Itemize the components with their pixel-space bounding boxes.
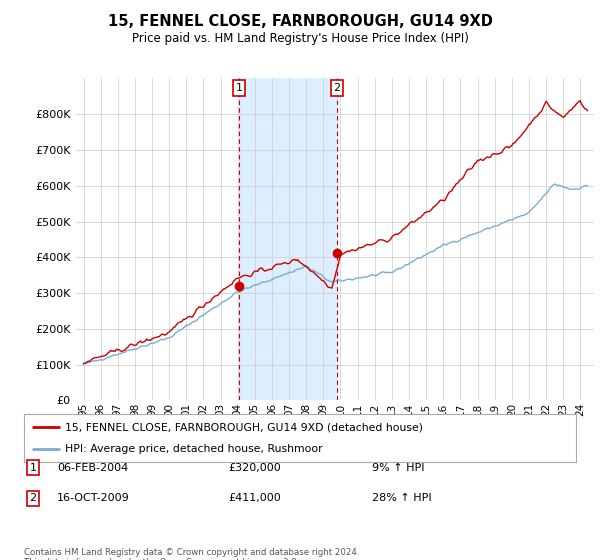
Text: HPI: Average price, detached house, Rushmoor: HPI: Average price, detached house, Rush… xyxy=(65,444,323,454)
Text: 1: 1 xyxy=(29,463,37,473)
Text: Price paid vs. HM Land Registry's House Price Index (HPI): Price paid vs. HM Land Registry's House … xyxy=(131,32,469,45)
Text: Contains HM Land Registry data © Crown copyright and database right 2024.
This d: Contains HM Land Registry data © Crown c… xyxy=(24,548,359,560)
Text: £411,000: £411,000 xyxy=(228,493,281,503)
Text: 2: 2 xyxy=(334,83,340,93)
Text: 28% ↑ HPI: 28% ↑ HPI xyxy=(372,493,431,503)
Text: 06-FEB-2004: 06-FEB-2004 xyxy=(57,463,128,473)
Bar xyxy=(239,78,337,400)
Text: 1: 1 xyxy=(236,83,242,93)
Text: £320,000: £320,000 xyxy=(228,463,281,473)
Text: 9% ↑ HPI: 9% ↑ HPI xyxy=(372,463,425,473)
Text: 15, FENNEL CLOSE, FARNBOROUGH, GU14 9XD (detached house): 15, FENNEL CLOSE, FARNBOROUGH, GU14 9XD … xyxy=(65,422,424,432)
Text: 16-OCT-2009: 16-OCT-2009 xyxy=(57,493,130,503)
Text: 2: 2 xyxy=(29,493,37,503)
Text: 15, FENNEL CLOSE, FARNBOROUGH, GU14 9XD: 15, FENNEL CLOSE, FARNBOROUGH, GU14 9XD xyxy=(107,14,493,29)
